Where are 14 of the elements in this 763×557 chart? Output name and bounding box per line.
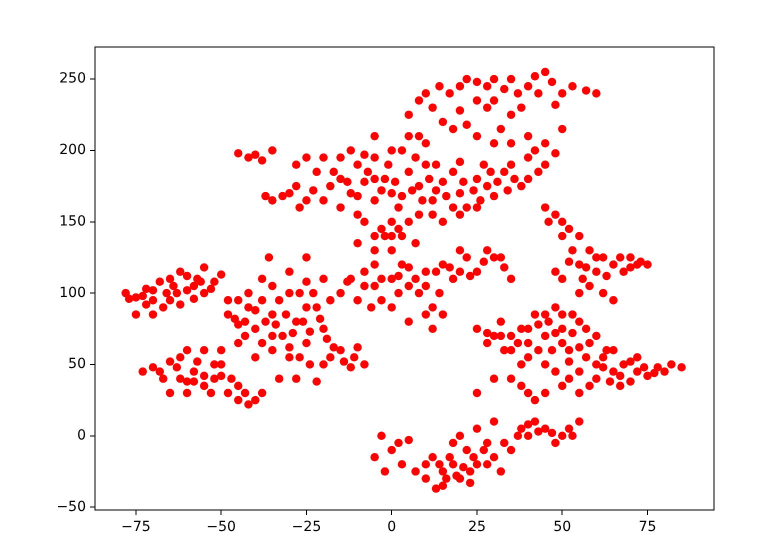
x-tick-label: 50 [553,519,572,536]
x-tick-label: −50 [206,519,236,536]
y-tick-label: 250 [59,70,86,87]
y-tick-label: 150 [59,213,86,230]
x-tick-label: −25 [292,519,322,536]
y-tick-label: 100 [59,284,86,301]
y-tick-label: 50 [68,356,86,372]
x-tick-label: 0 [387,519,396,536]
x-tick-label: 75 [638,519,656,536]
y-tick-label: 200 [59,142,86,158]
y-tick-label: 0 [77,427,86,444]
x-tick-label: 25 [468,519,486,536]
y-tick-label: −50 [56,498,86,515]
x-tick-label: −75 [121,519,151,536]
